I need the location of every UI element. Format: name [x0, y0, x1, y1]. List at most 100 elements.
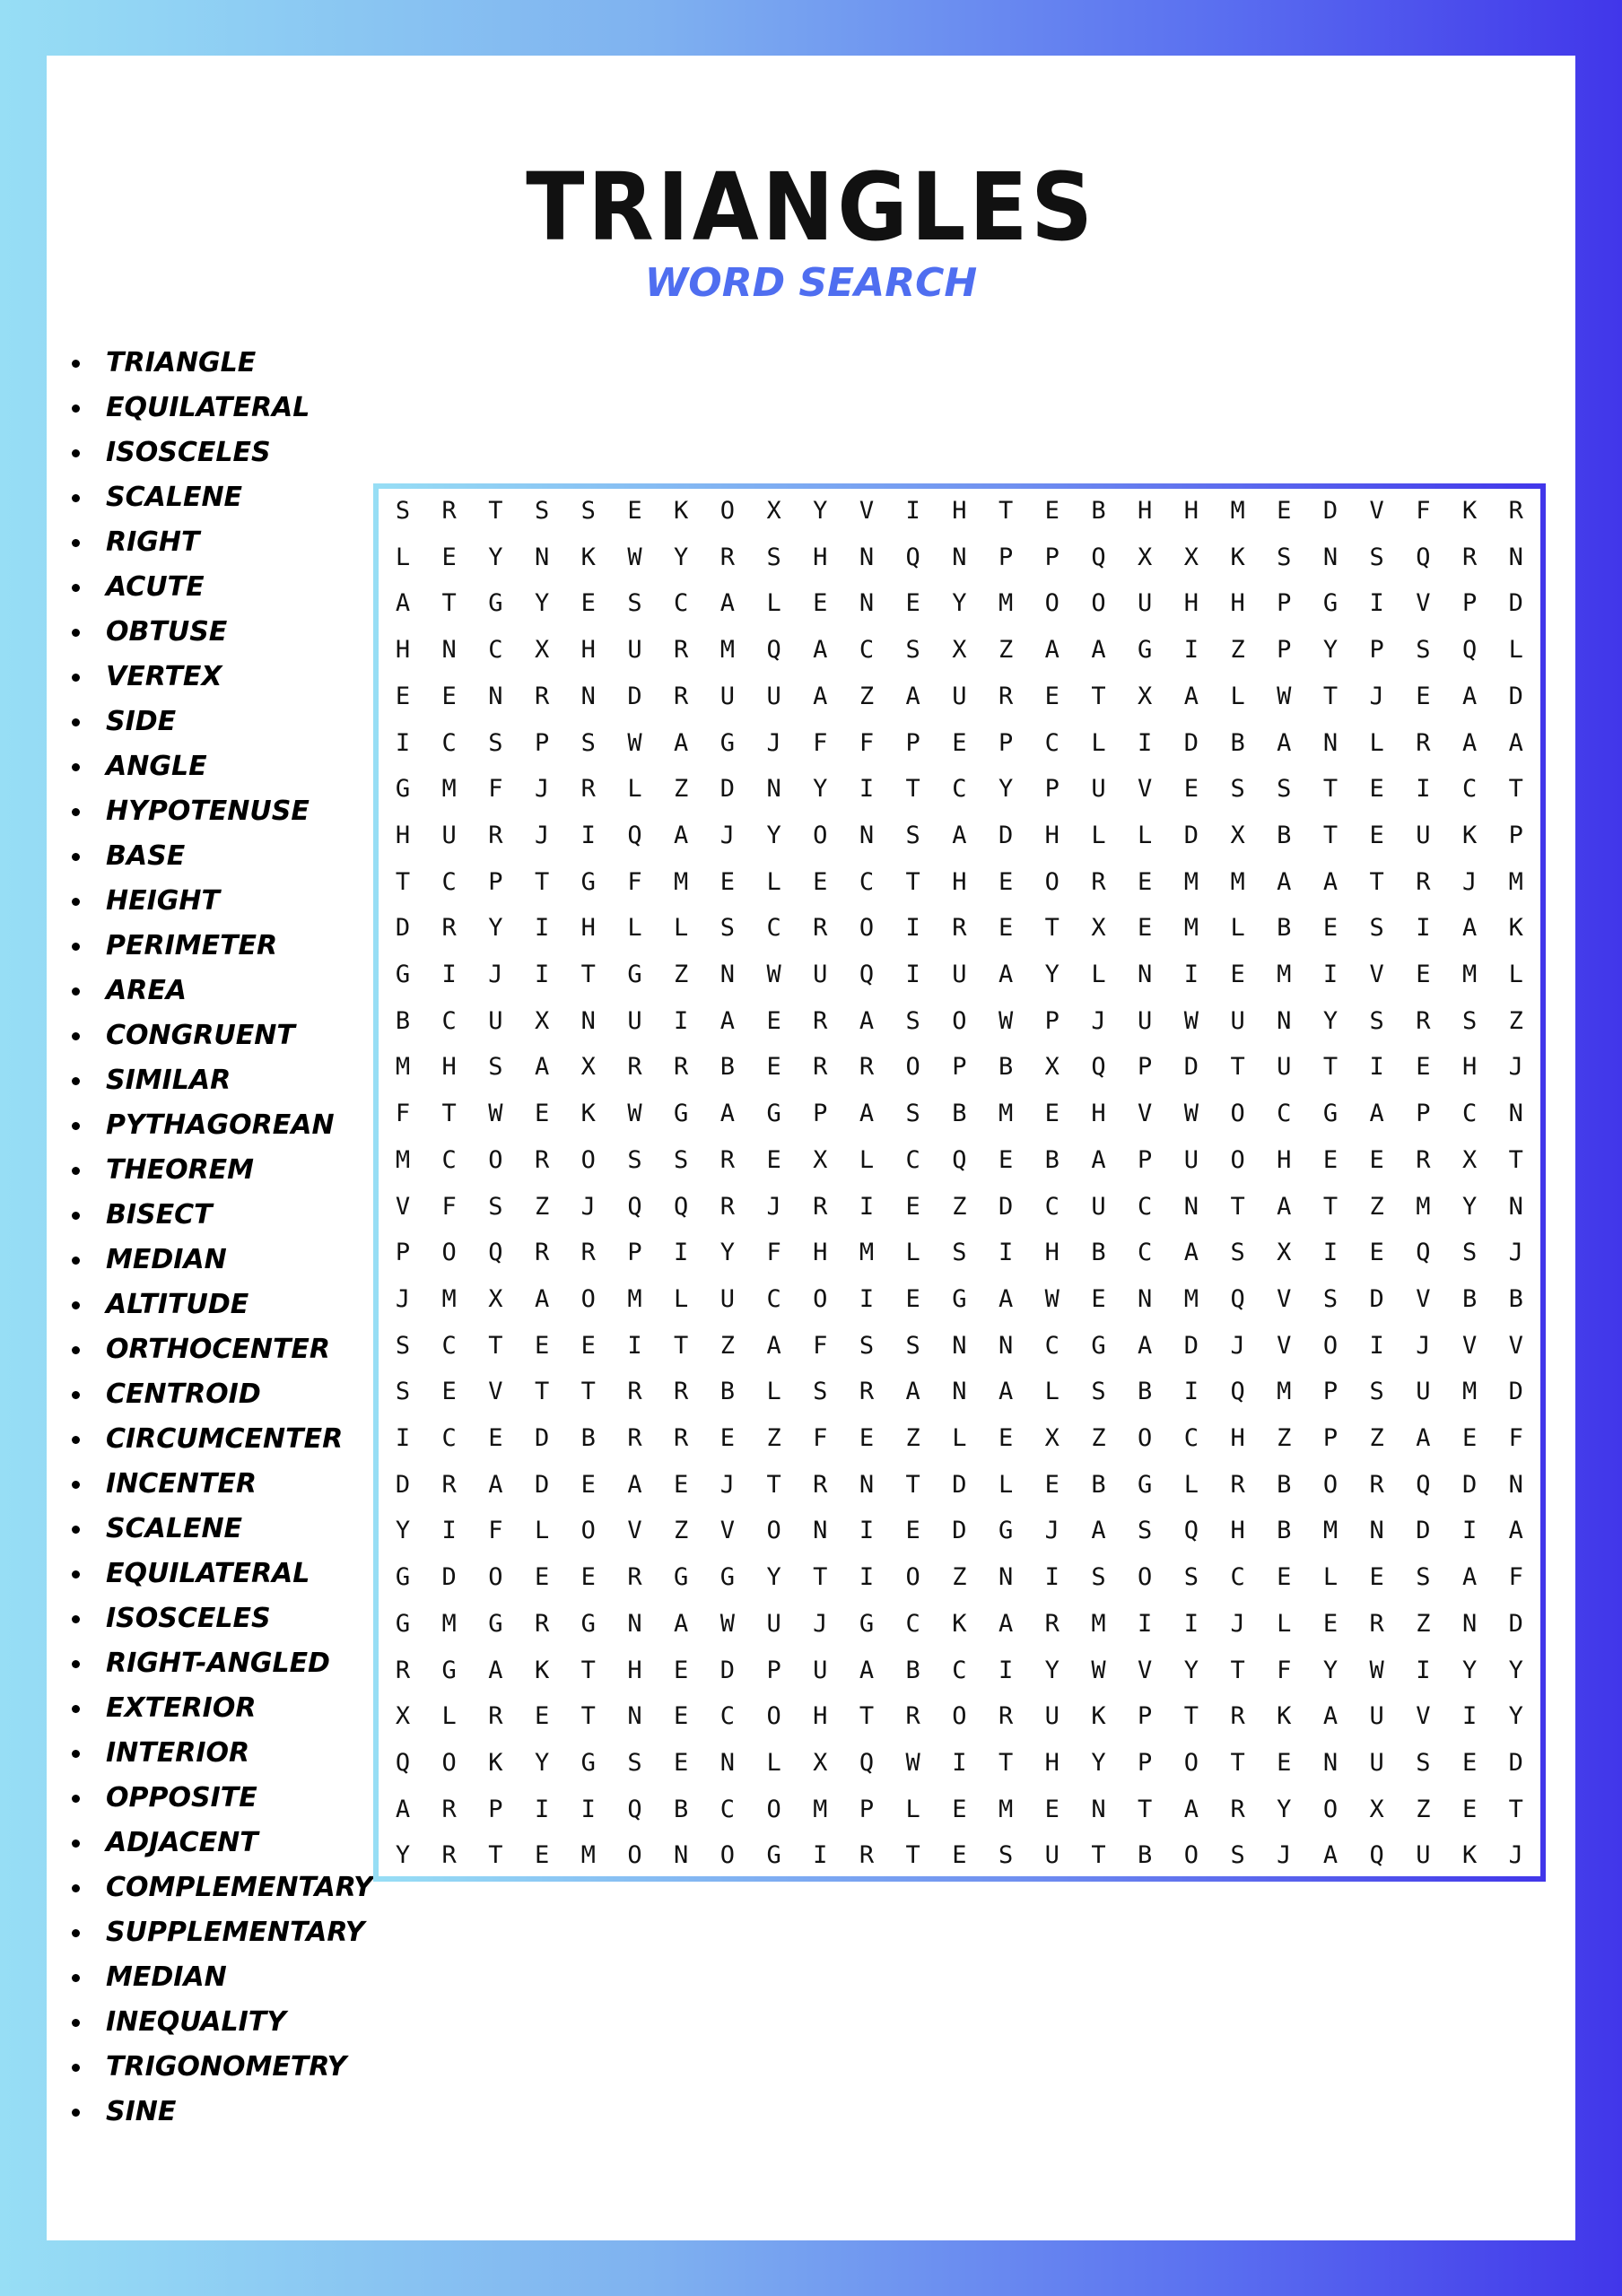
grid-letter[interactable]: X	[1138, 543, 1153, 571]
grid-letter[interactable]: T	[1322, 775, 1339, 804]
grid-letter[interactable]: S	[627, 589, 642, 618]
grid-letter[interactable]: U	[441, 821, 457, 849]
grid-letter[interactable]: S	[1461, 1239, 1478, 1267]
grid-letter[interactable]: Q	[766, 636, 781, 665]
grid-letter[interactable]: O	[1183, 1841, 1199, 1870]
grid-letter[interactable]: E	[859, 1424, 875, 1452]
grid-letter[interactable]: O	[766, 1795, 781, 1823]
grid-letter[interactable]: J	[1091, 1006, 1106, 1035]
grid-letter[interactable]: Q	[395, 1748, 411, 1777]
grid-letter[interactable]: E	[488, 1424, 503, 1452]
grid-letter[interactable]: N	[1322, 543, 1339, 571]
grid-letter[interactable]: Q	[859, 1748, 875, 1777]
grid-letter[interactable]: S	[998, 1841, 1014, 1870]
grid-letter[interactable]: S	[1183, 1563, 1199, 1592]
grid-letter[interactable]: J	[1508, 1841, 1523, 1870]
grid-letter[interactable]: Q	[1230, 1284, 1245, 1313]
grid-letter[interactable]: E	[674, 1748, 689, 1777]
grid-letter[interactable]: H	[1091, 1100, 1106, 1128]
grid-letter[interactable]: E	[1461, 1795, 1478, 1823]
grid-letter[interactable]: H	[1044, 821, 1060, 849]
grid-letter[interactable]: Q	[627, 1192, 642, 1221]
grid-letter[interactable]: F	[766, 1239, 781, 1267]
grid-letter[interactable]: C	[859, 636, 875, 665]
grid-letter[interactable]: Z	[534, 1192, 550, 1221]
grid-letter[interactable]: C	[859, 867, 875, 896]
grid-letter[interactable]: L	[1091, 961, 1106, 988]
grid-letter[interactable]: R	[719, 1192, 736, 1221]
grid-letter[interactable]: M	[1508, 867, 1523, 896]
grid-letter[interactable]: R	[1091, 867, 1106, 896]
grid-letter[interactable]: R	[534, 1609, 550, 1638]
grid-letter[interactable]: W	[1044, 1284, 1060, 1313]
grid-letter[interactable]: T	[766, 1470, 781, 1499]
grid-letter[interactable]: C	[441, 1006, 457, 1035]
grid-letter[interactable]: U	[719, 1284, 736, 1313]
grid-letter[interactable]: L	[905, 1239, 920, 1267]
grid-letter[interactable]: I	[580, 821, 596, 849]
grid-letter[interactable]: A	[1277, 728, 1292, 757]
grid-letter[interactable]: R	[488, 821, 503, 849]
grid-letter[interactable]: Q	[1183, 1517, 1199, 1545]
grid-letter[interactable]: S	[1230, 1239, 1245, 1267]
grid-letter[interactable]: R	[1369, 1609, 1384, 1638]
grid-letter[interactable]: M	[1461, 1378, 1478, 1406]
grid-letter[interactable]: F	[488, 1517, 503, 1545]
grid-letter[interactable]: Z	[998, 636, 1014, 665]
grid-letter[interactable]: J	[1230, 1609, 1245, 1638]
grid-letter[interactable]: X	[1091, 914, 1106, 943]
grid-letter[interactable]: T	[395, 867, 411, 896]
grid-letter[interactable]: T	[1508, 1795, 1523, 1823]
grid-letter[interactable]: P	[813, 1100, 828, 1128]
grid-letter[interactable]: M	[1230, 867, 1245, 896]
grid-letter[interactable]: D	[1508, 1748, 1523, 1777]
grid-letter[interactable]: G	[627, 961, 642, 988]
grid-letter[interactable]: I	[1416, 914, 1431, 943]
grid-letter[interactable]: Q	[1369, 1841, 1384, 1870]
grid-letter[interactable]: E	[998, 1424, 1014, 1452]
grid-letter[interactable]: E	[1416, 1053, 1431, 1082]
grid-letter[interactable]: U	[488, 1006, 503, 1035]
grid-letter[interactable]: O	[1230, 1100, 1245, 1128]
grid-letter[interactable]: T	[905, 1841, 920, 1870]
grid-letter[interactable]: R	[674, 1424, 689, 1452]
grid-letter[interactable]: P	[1044, 775, 1060, 804]
grid-letter[interactable]: Y	[395, 1517, 411, 1545]
grid-letter[interactable]: I	[905, 914, 920, 943]
grid-letter[interactable]: N	[580, 682, 596, 710]
grid-letter[interactable]: D	[1508, 682, 1523, 710]
grid-letter[interactable]: A	[905, 1378, 920, 1406]
grid-letter[interactable]: I	[534, 1795, 550, 1823]
grid-letter[interactable]: A	[998, 1284, 1014, 1313]
grid-letter[interactable]: R	[1369, 1470, 1384, 1499]
grid-letter[interactable]: U	[1183, 1145, 1199, 1174]
grid-letter[interactable]: X	[813, 1748, 828, 1777]
grid-letter[interactable]: I	[1183, 1378, 1199, 1406]
grid-letter[interactable]: H	[813, 1239, 828, 1267]
grid-letter[interactable]: C	[488, 636, 503, 665]
grid-letter[interactable]: D	[1183, 821, 1199, 849]
grid-letter[interactable]: A	[488, 1656, 503, 1684]
grid-letter[interactable]: D	[1508, 589, 1523, 618]
grid-letter[interactable]: C	[1044, 1331, 1060, 1360]
grid-letter[interactable]: Y	[1508, 1656, 1523, 1684]
grid-letter[interactable]: H	[1183, 497, 1199, 525]
grid-letter[interactable]: W	[766, 961, 781, 988]
grid-letter[interactable]: N	[1322, 1748, 1339, 1777]
grid-letter[interactable]: V	[488, 1378, 503, 1406]
grid-letter[interactable]: E	[1230, 961, 1245, 988]
grid-letter[interactable]: R	[719, 1145, 736, 1174]
grid-letter[interactable]: U	[952, 682, 967, 710]
grid-letter[interactable]: Y	[1322, 1656, 1339, 1684]
grid-letter[interactable]: O	[580, 1284, 596, 1313]
grid-letter[interactable]: V	[1416, 1702, 1431, 1731]
grid-letter[interactable]: W	[627, 1100, 642, 1128]
grid-letter[interactable]: M	[1322, 1517, 1339, 1545]
grid-letter[interactable]: N	[766, 775, 781, 804]
grid-letter[interactable]: C	[1044, 1192, 1060, 1221]
grid-letter[interactable]: N	[859, 821, 875, 849]
grid-letter[interactable]: W	[719, 1609, 736, 1638]
grid-letter[interactable]: D	[627, 682, 642, 710]
grid-letter[interactable]: O	[1322, 1795, 1339, 1823]
grid-letter[interactable]: Q	[1091, 1053, 1106, 1082]
